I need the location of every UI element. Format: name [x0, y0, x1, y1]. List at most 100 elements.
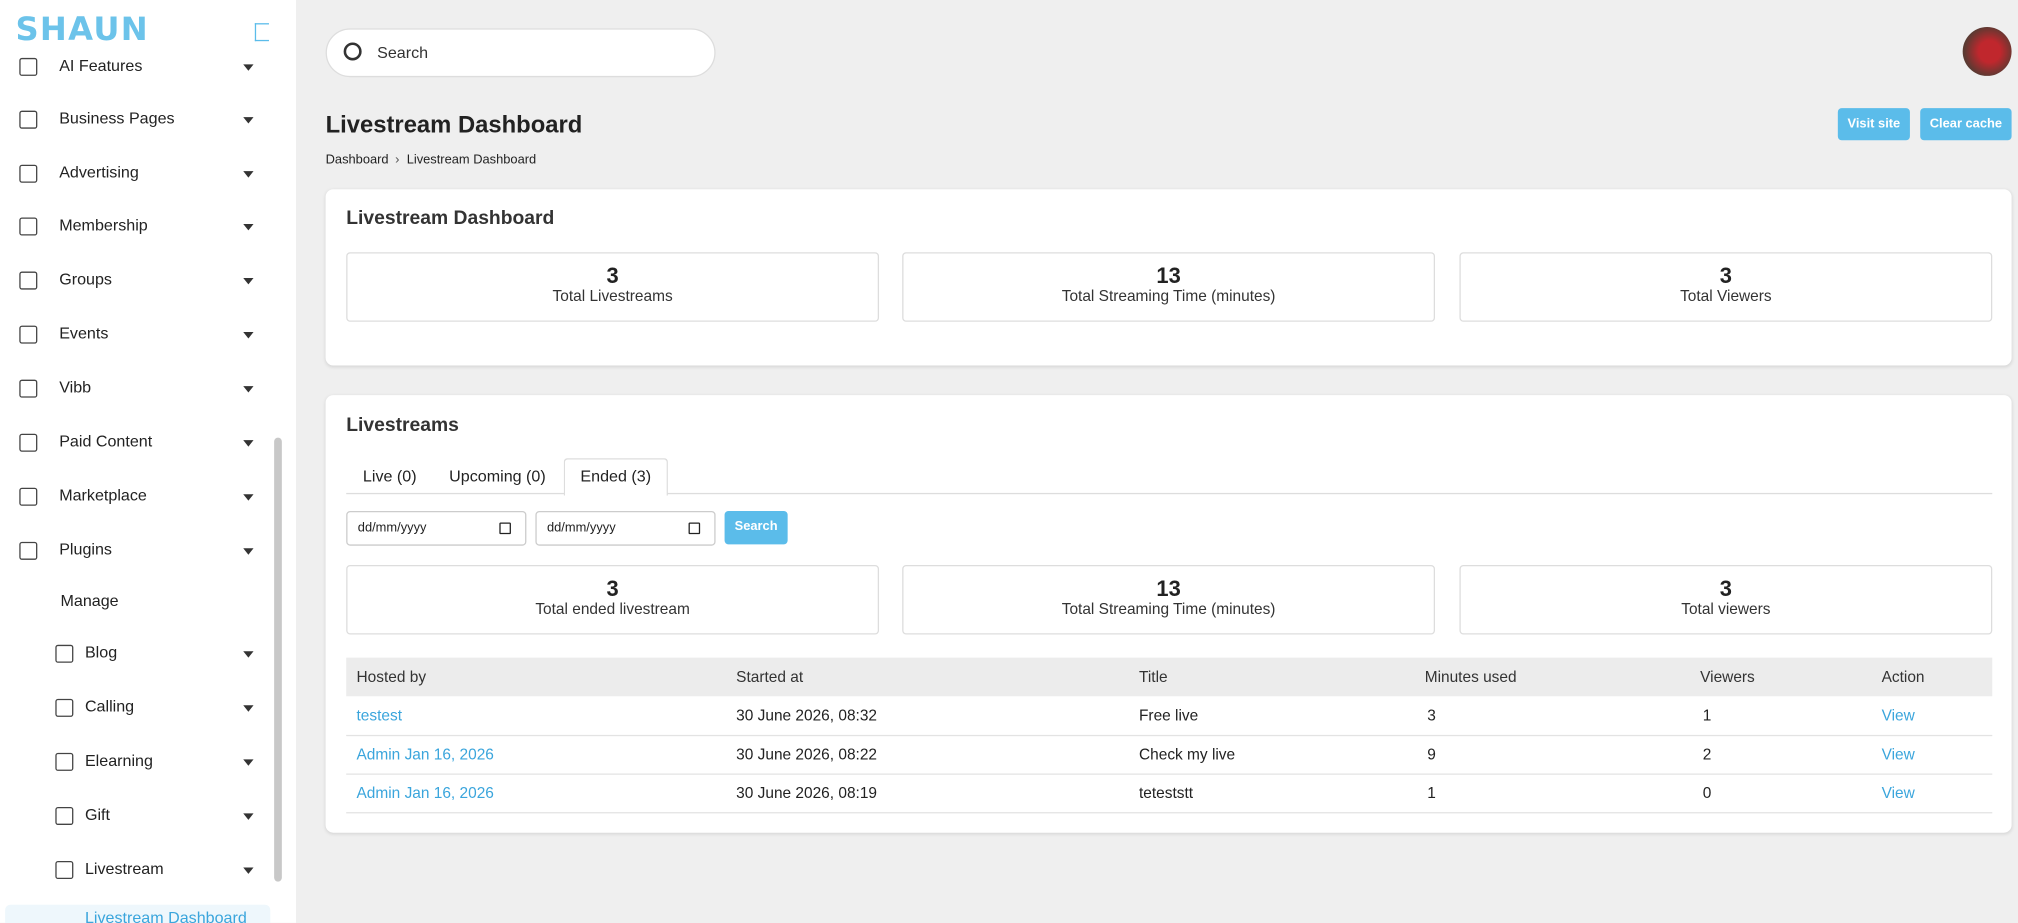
date-placeholder: dd/mm/yyyy: [546, 521, 616, 536]
sidebar-item[interactable]: Paid Content: [59, 432, 153, 451]
icon: [19, 379, 38, 398]
row-border: [346, 734, 1993, 737]
stat-value[interactable]: 3: [606, 263, 619, 289]
cell: 9: [1427, 745, 1436, 764]
stat-label: Total Viewers: [1680, 287, 1772, 306]
column-header: Title: [1138, 667, 1168, 686]
column-header: Viewers: [1700, 667, 1755, 686]
search-icon: [343, 42, 362, 61]
caret[interactable]: [243, 332, 254, 339]
stat-value[interactable]: 3: [1719, 263, 1732, 289]
stat-value[interactable]: 13: [1156, 576, 1181, 602]
caret[interactable]: [243, 867, 254, 874]
sidebar-item[interactable]: Membership: [59, 216, 148, 235]
stat-label: Total Streaming Time (minutes): [1061, 287, 1276, 306]
caret[interactable]: [243, 64, 254, 71]
calendar-icon: [499, 522, 511, 535]
icon: [19, 57, 38, 76]
caret[interactable]: [243, 277, 254, 285]
cell: 1: [1702, 706, 1712, 725]
breadcrumb-link[interactable]: Dashboard: [325, 153, 389, 168]
row-border: [346, 773, 1993, 775]
button[interactable]: Clear cache: [1920, 108, 2012, 141]
sidebar-item[interactable]: Events: [59, 324, 109, 343]
stat-box: 3 Total ended livestream: [346, 564, 880, 635]
sidebar-item[interactable]: Advertising: [59, 163, 139, 182]
cell: 30 June 2026, 08:32: [736, 706, 878, 725]
button[interactable]: Search: [724, 510, 788, 545]
stat-value[interactable]: 13: [1156, 263, 1181, 289]
caret[interactable]: [243, 494, 254, 501]
icon: [55, 806, 74, 825]
caret[interactable]: [243, 386, 254, 393]
sidebar-item-active[interactable]: Livestream Dashboard: [84, 908, 247, 923]
link[interactable]: View: [1881, 706, 1915, 725]
sidebar-item[interactable]: Vibb: [59, 378, 92, 397]
sidebar-item[interactable]: Blog: [84, 643, 118, 662]
button[interactable]: Visit site: [1837, 108, 1910, 141]
stat-label: Total Livestreams: [552, 287, 673, 306]
sidebar-item[interactable]: Elearning: [84, 751, 153, 770]
caret[interactable]: [243, 651, 254, 658]
caret[interactable]: [243, 440, 254, 447]
search-box[interactable]: Search: [325, 28, 716, 78]
icon: [19, 325, 38, 344]
sidebar-item[interactable]: Groups: [59, 270, 112, 289]
caret[interactable]: [243, 813, 254, 820]
sidebar-item[interactable]: Calling: [84, 697, 135, 716]
stat-value[interactable]: 3: [1719, 576, 1732, 602]
stat-label: Total Streaming Time (minutes): [1061, 599, 1276, 618]
cell: 30 June 2026, 08:22: [736, 745, 878, 764]
caret[interactable]: [243, 759, 254, 766]
tab[interactable]: Live (0): [362, 467, 417, 486]
icon: [19, 487, 38, 506]
caret[interactable]: [243, 223, 254, 231]
icon: [19, 433, 38, 452]
avatar[interactable]: [1962, 27, 2012, 76]
caret[interactable]: [243, 705, 254, 712]
search-placeholder: Search: [377, 43, 429, 62]
sidebar-item[interactable]: Business Pages: [59, 109, 175, 128]
cell: 30 June 2026, 08:19: [736, 783, 878, 802]
calendar-icon: [688, 522, 701, 535]
link[interactable]: Admin Jan 16, 2026: [356, 745, 494, 764]
page-title: Livestream Dashboard: [325, 110, 583, 138]
scrollbar: [274, 437, 282, 882]
icon: [55, 698, 74, 717]
card-title: Livestreams: [346, 414, 459, 437]
caret[interactable]: [243, 548, 254, 555]
stat-box: 3 Total Viewers: [1459, 252, 1993, 322]
icon: [55, 752, 74, 771]
logo[interactable]: SHAUN: [15, 10, 149, 48]
cell: 2: [1702, 745, 1712, 764]
stat-value[interactable]: 3: [606, 576, 619, 602]
caret[interactable]: [243, 117, 254, 124]
icon: [19, 271, 38, 290]
link[interactable]: View: [1881, 783, 1915, 802]
icon: [55, 644, 74, 663]
link[interactable]: testest: [356, 706, 403, 725]
date-placeholder: dd/mm/yyyy: [357, 521, 427, 536]
column-header: Hosted by: [356, 667, 427, 686]
sidebar-item[interactable]: Gift: [84, 805, 110, 824]
link[interactable]: Admin Jan 16, 2026: [356, 783, 494, 802]
column-header: Started at: [736, 667, 804, 686]
stat-box: 3 Total Livestreams: [346, 252, 880, 322]
sidebar-item[interactable]: AI Features: [59, 56, 143, 75]
sidebar-item[interactable]: Plugins: [59, 540, 112, 559]
tab-line: [346, 492, 1993, 495]
collapse-icon[interactable]: [254, 23, 269, 42]
caret[interactable]: [243, 171, 254, 178]
tab[interactable]: Upcoming (0): [449, 467, 546, 486]
icon: [19, 541, 38, 560]
sidebar-item[interactable]: Marketplace: [59, 486, 147, 505]
tab[interactable]: Ended (3): [580, 467, 652, 486]
sidebar-header: [0, 0, 273, 57]
date-input[interactable]: dd/mm/yyyy: [535, 510, 716, 546]
sidebar-item[interactable]: Livestream: [84, 859, 164, 878]
date-input[interactable]: dd/mm/yyyy: [346, 510, 527, 546]
sidebar-item[interactable]: Manage: [60, 592, 119, 611]
link[interactable]: View: [1881, 745, 1915, 764]
stat-label: Total ended livestream: [535, 599, 690, 618]
